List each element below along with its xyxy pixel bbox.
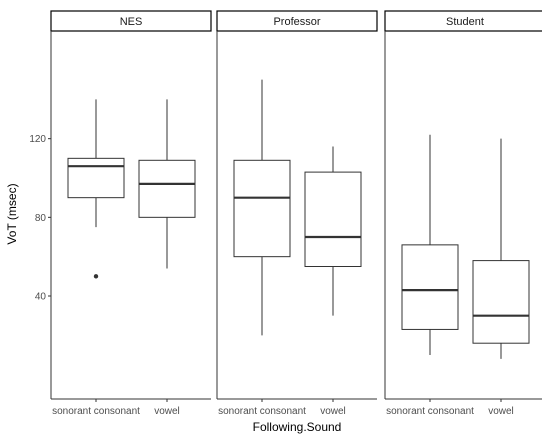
x-tick-label: vowel [154,406,180,417]
iqr-box [401,244,459,330]
x-tick-label: sonorant consonant [218,406,306,417]
y-axis-title: VoT (msec) [5,183,19,244]
facet-strip-label: Professor [273,16,320,28]
facet-panel: NES sonorant consonant vowel [50,10,212,417]
box-group [401,134,459,355]
x-tick-label: sonorant consonant [52,406,140,417]
facet-panels: NES sonorant consonant vowel Professor sonor… [50,10,542,417]
iqr-box [233,159,291,258]
iqr-box [472,260,530,344]
facet-strip-label: Student [446,16,484,28]
facet-strip [50,10,212,32]
facet-strip-label: NES [120,16,143,28]
y-tick-label: 40 [35,292,47,303]
box-group [233,79,291,336]
facet-strip [384,10,542,32]
x-tick-label: vowel [320,406,346,417]
x-tick-label: sonorant consonant [386,406,474,417]
iqr-box [67,157,125,199]
box-group [67,99,125,279]
box-group [138,99,196,269]
y-tick-label: 80 [35,213,47,224]
y-axis: 40 80 120 [29,134,51,303]
iqr-box [304,171,362,268]
box-group [472,138,530,359]
iqr-box [138,159,196,218]
facet-panel: Professor sonorant consonant vowel [216,10,378,417]
x-axis-title: Following.Sound [253,420,342,434]
box-group [304,146,362,316]
outlier-point [93,274,99,279]
y-tick-label: 120 [29,134,46,145]
facet-strip [216,10,378,32]
facet-panel: Student sonorant consonant vowel [384,10,542,417]
x-tick-label: vowel [488,406,514,417]
